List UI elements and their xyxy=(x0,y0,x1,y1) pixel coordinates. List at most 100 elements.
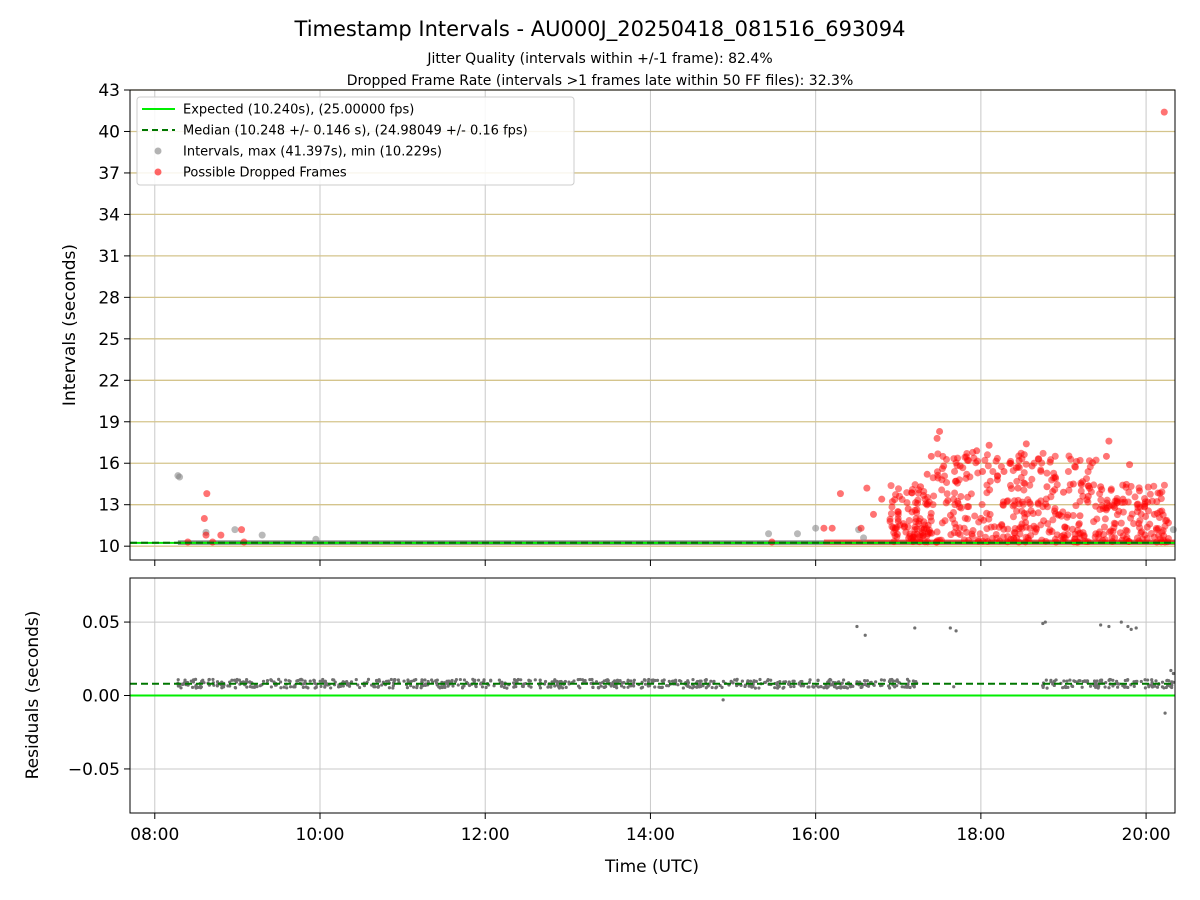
residual-point xyxy=(505,686,509,690)
residual-point xyxy=(476,678,481,682)
dropped-frame-point xyxy=(200,515,208,523)
top-y-axis-label: Intervals (seconds) xyxy=(60,244,80,406)
residual-point xyxy=(1071,684,1075,689)
dropped-frame-point xyxy=(1051,504,1059,512)
dropped-frame-point xyxy=(986,486,994,494)
residual-point xyxy=(1115,682,1120,686)
dropped-frame-point xyxy=(1066,481,1074,489)
residual-point xyxy=(676,683,680,687)
residual-point xyxy=(301,685,305,689)
dropped-frame-point xyxy=(936,427,944,435)
residual-point xyxy=(1150,680,1154,684)
residual-point xyxy=(319,684,323,689)
top-y-tick-label: 28 xyxy=(98,288,120,308)
residual-point xyxy=(389,677,393,682)
dropped-frame-point xyxy=(1150,533,1158,541)
dropped-frame-point xyxy=(984,462,992,470)
dropped-frame-point xyxy=(878,495,886,503)
chart-subtitle-dropped: Dropped Frame Rate (intervals >1 frames … xyxy=(347,73,854,89)
dropped-frame-point xyxy=(1113,511,1121,519)
top-y-tick-label: 31 xyxy=(98,247,120,267)
legend-box xyxy=(136,96,575,186)
residual-point xyxy=(287,679,291,683)
dropped-frame-point xyxy=(963,470,971,478)
residual-point xyxy=(1111,678,1115,682)
residual-point xyxy=(657,685,661,689)
residual-point xyxy=(591,685,595,690)
residual-point xyxy=(1063,684,1068,688)
top-y-tick-label: 37 xyxy=(98,164,120,184)
residual-point xyxy=(409,684,413,688)
dropped-frame-point xyxy=(1137,529,1145,537)
dropped-frame-point xyxy=(1060,531,1068,539)
residual-point xyxy=(640,685,645,689)
residuals-plot: 08:00 10:00 12:00 14:00 16:00 18:00 20:00 −0.05… xyxy=(68,577,1176,845)
top-y-tick-label: 25 xyxy=(98,330,120,350)
dropped-frame-point xyxy=(903,489,911,497)
dropped-frame-point xyxy=(1110,519,1118,527)
residual-point xyxy=(220,685,224,689)
residual-point xyxy=(354,678,358,682)
residual-point xyxy=(720,685,724,689)
dropped-frame-point xyxy=(951,501,959,509)
residual-point xyxy=(232,678,237,682)
top-y-tick-label: 16 xyxy=(98,454,120,474)
residual-point xyxy=(291,685,296,689)
dropped-frame-point xyxy=(1004,525,1012,533)
residual-point xyxy=(1169,684,1173,688)
dropped-frame-point xyxy=(1059,508,1067,516)
residual-point xyxy=(557,686,561,690)
residual-point xyxy=(666,684,671,688)
residual-point xyxy=(282,685,286,689)
dropped-frame-point xyxy=(988,534,996,542)
residual-point xyxy=(888,686,892,690)
dropped-frame-point xyxy=(990,523,998,531)
dropped-frame-point xyxy=(203,490,211,498)
top-y-tick-label: 19 xyxy=(98,413,120,433)
dropped-frame-point xyxy=(974,536,982,544)
residual-point xyxy=(190,685,195,689)
residual-point xyxy=(1135,679,1139,684)
residual-point xyxy=(196,685,200,690)
dropped-frame-point xyxy=(1029,510,1037,518)
residual-point xyxy=(456,683,460,687)
chart-subtitle-jitter: Jitter Quality (intervals within +/-1 fr… xyxy=(426,51,772,67)
residual-point xyxy=(1169,668,1173,673)
dropped-frame-point xyxy=(857,524,865,532)
dropped-frame-point xyxy=(836,490,844,498)
residual-point xyxy=(1080,685,1084,689)
dropped-frame-point xyxy=(1052,474,1060,482)
residual-point xyxy=(845,686,850,690)
residual-point xyxy=(437,685,441,689)
residual-point xyxy=(751,684,755,688)
top-y-tick-label: 13 xyxy=(98,496,120,516)
dropped-frame-point xyxy=(1108,538,1116,546)
dropped-frame-point xyxy=(1015,456,1023,464)
residual-point xyxy=(819,685,823,689)
dropped-frame-point xyxy=(927,452,935,460)
dropped-frame-point xyxy=(1158,507,1166,515)
dropped-frame-point xyxy=(1119,508,1127,516)
residual-point xyxy=(553,684,557,688)
dropped-frame-point xyxy=(951,489,959,497)
dropped-frame-point xyxy=(1152,524,1160,532)
dropped-frame-point xyxy=(1130,520,1138,528)
residual-point xyxy=(850,684,854,688)
residual-point xyxy=(1078,679,1082,683)
interval-point xyxy=(176,473,184,481)
residual-point xyxy=(181,682,185,686)
residual-point xyxy=(622,685,626,689)
interval-point xyxy=(312,535,320,543)
dropped-frame-point xyxy=(1113,499,1121,507)
residual-point xyxy=(1167,679,1171,683)
residual-point xyxy=(512,677,517,682)
residual-point xyxy=(1171,680,1175,684)
residual-point xyxy=(769,678,773,682)
dropped-frame-point xyxy=(895,485,903,493)
residual-point xyxy=(721,698,725,702)
dropped-frame-point xyxy=(1022,533,1030,541)
residual-point xyxy=(1126,624,1130,629)
dropped-frame-point xyxy=(913,525,921,533)
residual-point xyxy=(791,679,795,683)
dropped-frame-point xyxy=(915,486,923,494)
